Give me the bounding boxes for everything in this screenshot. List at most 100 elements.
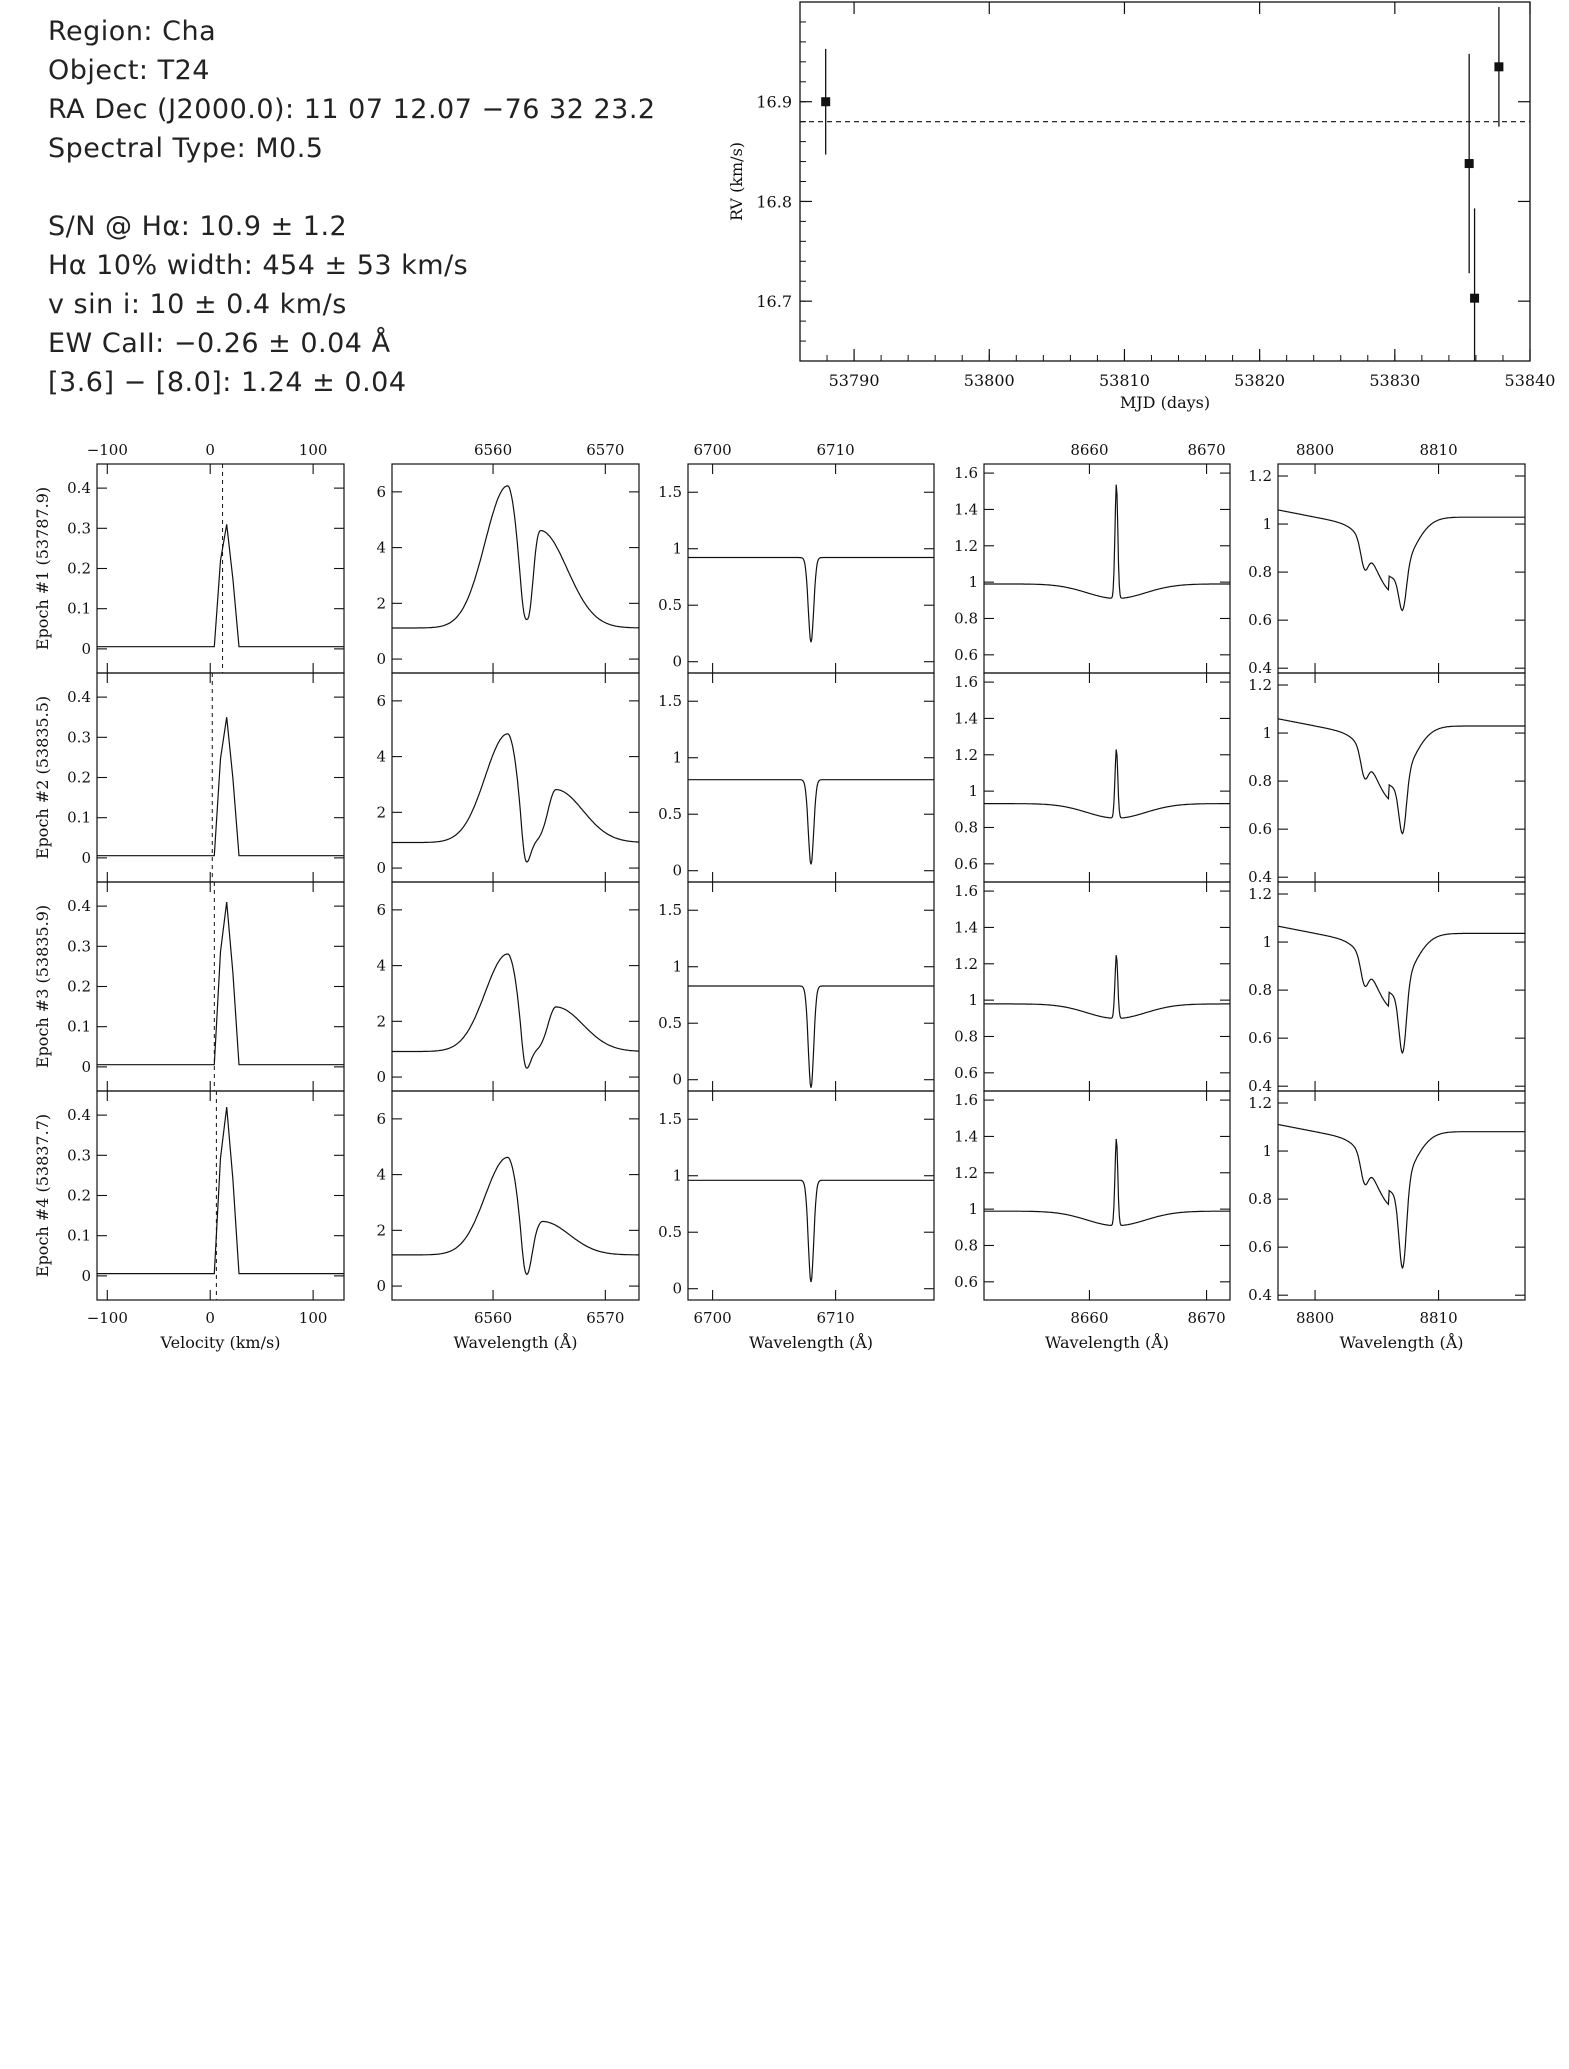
panel-frame: [983, 463, 1231, 674]
ytick-label: 0.6: [954, 1273, 978, 1291]
xtick-label: 100: [299, 1309, 328, 1327]
spectrum-line: [688, 779, 934, 865]
ytick-label: 0: [376, 859, 386, 877]
ytick-label: 0.5: [658, 1014, 682, 1032]
xtick-label-top: 8810: [1419, 441, 1457, 459]
ytick-label: 1.6: [954, 1091, 978, 1109]
object-text: Object: T24: [48, 55, 210, 86]
panel-frame: [96, 672, 345, 883]
panel-xlabel: Velocity (km/s): [160, 1333, 281, 1352]
ytick-label: 1: [672, 540, 682, 558]
ytick-label: 1: [1262, 933, 1272, 951]
ytick-label: 0.8: [1248, 1190, 1272, 1208]
rv-plot: 53790 53800 53810 53820 53830 53840 16.7 16.8 16…: [727, 1, 1555, 412]
rv-ytick-label: 16.7: [756, 292, 792, 311]
spectrum-line: [1277, 1123, 1525, 1270]
epoch-label: Epoch #4 (53837.7): [33, 1114, 52, 1277]
ytick-label: 0.4: [67, 479, 91, 497]
ytick-label: 0.8: [954, 1236, 978, 1254]
epoch-label: Epoch #3 (53835.9): [33, 905, 52, 1068]
ytick-label: 1.4: [954, 500, 978, 518]
rv-point: [1464, 159, 1474, 169]
spectrum-line: [97, 717, 344, 857]
panel-frame: [983, 672, 1231, 883]
ytick-label: 4: [376, 1166, 386, 1184]
ytick-label: 0.3: [67, 937, 91, 955]
ytick-label: 0: [81, 849, 91, 867]
spectrum-line: [688, 556, 934, 643]
spectrum-line: [392, 485, 639, 629]
ytick-label: 0.6: [954, 855, 978, 873]
panel-xlabel: Wavelength (Å): [1045, 1332, 1169, 1352]
panel-halpha-epoch3: 0 2 4 6: [376, 881, 640, 1092]
panel-frame: [391, 672, 640, 883]
ytick-label: 0: [672, 653, 682, 671]
ytick-label: 0.5: [658, 596, 682, 614]
ytick-label: 4: [376, 539, 386, 557]
rv-xlabel: MJD (days): [1120, 393, 1210, 412]
panel-halpha-epoch2: 0 2 4 6: [376, 672, 640, 883]
rv-xtick-label: 53820: [1234, 371, 1285, 390]
panel-frame: [96, 881, 345, 1092]
ytick-label: 0: [81, 640, 91, 658]
xtick-label-top: 6560: [474, 441, 512, 459]
ytick-label: 0.6: [1248, 1029, 1272, 1047]
panel-velocity-epoch4: −100 0 100 0 0.1 0.2 0.3 0.4 Velocity (km/s): [67, 1090, 345, 1352]
spectrum-line: [688, 1179, 934, 1283]
ytick-label: 0.2: [67, 769, 91, 787]
ytick-label: 4: [376, 957, 386, 975]
panel-ca8808-epoch2: 0.4 0.6 0.8 1 1.2: [1248, 672, 1526, 886]
rv-xtick-label: 53830: [1369, 371, 1420, 390]
ytick-label: 1: [968, 991, 978, 1009]
panel-li-epoch3: 0 0.5 1 1.5: [658, 881, 935, 1092]
ytick-label: 1.4: [954, 1127, 978, 1145]
ytick-label: 4: [376, 748, 386, 766]
ytick-label: 1.5: [658, 692, 682, 710]
ytick-label: 6: [376, 901, 386, 919]
ytick-label: 6: [376, 1110, 386, 1128]
ytick-label: 0.4: [1248, 1286, 1272, 1304]
panel-ca8662-epoch4: 8660 8670 0.6 0.8 1 1.2 1.4 1.6 Wavelength (Å): [954, 1090, 1231, 1352]
ytick-label: 1.2: [954, 746, 978, 764]
rv-xtick-label: 53790: [829, 371, 880, 390]
rv-ytick-label: 16.8: [756, 192, 792, 211]
panel-frame: [1277, 1090, 1526, 1301]
spectrum-line: [97, 902, 344, 1066]
ytick-label: 0.2: [67, 560, 91, 578]
xtick-label-top: 8800: [1296, 441, 1334, 459]
spectrum-line: [97, 1107, 344, 1275]
ytick-label: 0.5: [658, 1223, 682, 1241]
ytick-label: 1: [672, 749, 682, 767]
ytick-label: 0.4: [1248, 868, 1272, 886]
xtick-label-top: 6710: [817, 441, 855, 459]
ytick-label: 0.8: [1248, 563, 1272, 581]
spectrum-line: [1277, 925, 1525, 1055]
rv-ylabel: RV (km/s): [727, 142, 746, 221]
xtick-label-top: 8670: [1187, 441, 1225, 459]
xtick-label-top: 6570: [586, 441, 624, 459]
panel-halpha-epoch4: 6560 6570 0 2 4 6 Wavelength (Å): [376, 1090, 640, 1352]
xtick-label: 0: [205, 1309, 215, 1327]
ytick-label: 2: [376, 1012, 386, 1030]
epoch-label: Epoch #2 (53835.5): [33, 696, 52, 859]
ytick-label: 1: [968, 1200, 978, 1218]
ytick-label: 1: [672, 1167, 682, 1185]
rv-plot-frame: [799, 1, 1531, 362]
ytick-label: 1.2: [1248, 467, 1272, 485]
xtick-label-top: −100: [87, 441, 128, 459]
ytick-label: 1.4: [954, 709, 978, 727]
ytick-label: 0: [672, 862, 682, 880]
spectrum-line: [984, 955, 1230, 1019]
ytick-label: 0.8: [954, 1027, 978, 1045]
spectrum-line: [1277, 509, 1525, 612]
ytick-label: 1: [1262, 724, 1272, 742]
panel-ca8808-epoch4: 8800 8810 0.4 0.6 0.8 1 1.2 Wavelength (Å): [1248, 1090, 1526, 1352]
ytick-label: 1.2: [1248, 1094, 1272, 1112]
ytick-label: 0.2: [67, 1187, 91, 1205]
ytick-label: 1.6: [954, 673, 978, 691]
spectrum-line: [97, 524, 344, 648]
spectra-grid: −100 0 10000.10.20.30.400.10.20.30.400.10.…: [33, 441, 1526, 1352]
xtick-label: 6700: [694, 1309, 732, 1327]
ytick-label: 0.4: [1248, 1077, 1272, 1095]
